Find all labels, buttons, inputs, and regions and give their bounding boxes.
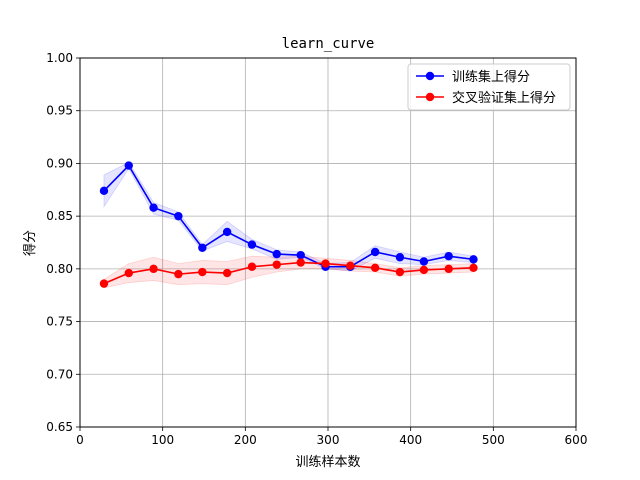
- y-tick-label: 0.75: [46, 315, 73, 329]
- chart-title: learn_curve: [282, 36, 375, 52]
- x-tick-label: 500: [482, 433, 505, 447]
- x-tick-label: 100: [151, 433, 174, 447]
- y-tick-label: 0.65: [46, 420, 73, 434]
- point-series-0: [149, 203, 158, 212]
- point-series-0: [124, 161, 133, 170]
- line-series-0: [103, 164, 474, 268]
- x-tick-label: 400: [399, 433, 422, 447]
- point-series-0: [395, 253, 405, 262]
- point-series-1: [198, 267, 207, 277]
- point-series-0: [296, 250, 305, 260]
- y-tick-label: 0.70: [46, 367, 73, 381]
- y-tick-label: 0.95: [46, 104, 73, 118]
- point-series-1: [222, 268, 232, 278]
- point-series-1: [346, 261, 355, 270]
- point-series-1: [419, 265, 429, 275]
- point-series-0: [198, 243, 207, 252]
- series-lines: [103, 164, 474, 285]
- y-tick-label: 1.00: [46, 51, 73, 65]
- point-series-0: [444, 252, 453, 261]
- x-axis-label: 训练样本数: [295, 455, 360, 470]
- point-series-1: [174, 269, 183, 279]
- legend-label-1: 交叉验证集上得分: [452, 90, 556, 106]
- point-series-0: [99, 186, 109, 196]
- axis-ticks: 0 100 200 300 400 500 600 0.65 0.70 0.75 0.80 0.85 0…: [46, 51, 587, 447]
- point-series-1: [247, 262, 257, 271]
- y-axis-label: 得分: [22, 230, 38, 256]
- point-series-1: [99, 279, 109, 288]
- band-series-1: [103, 255, 474, 289]
- point-series-1: [469, 263, 478, 273]
- x-tick-label: 200: [234, 433, 257, 447]
- point-series-0: [222, 227, 232, 237]
- point-series-0: [247, 240, 257, 249]
- point-series-1: [395, 267, 405, 277]
- point-series-1: [124, 268, 133, 278]
- y-tick-label: 0.85: [46, 209, 73, 223]
- point-series-0: [272, 249, 281, 259]
- point-series-1: [444, 264, 453, 274]
- y-tick-label: 0.80: [46, 262, 73, 276]
- x-tick-label: 0: [76, 433, 84, 447]
- y-tick-label: 0.90: [46, 156, 73, 170]
- series-points: [99, 161, 478, 288]
- point-series-0: [174, 211, 183, 221]
- x-tick-label: 300: [317, 433, 340, 447]
- point-series-1: [370, 263, 380, 273]
- point-series-0: [370, 247, 380, 257]
- legend-marker-1: [425, 92, 435, 102]
- point-series-0: [419, 257, 429, 266]
- point-series-1: [272, 260, 281, 269]
- point-series-1: [296, 258, 305, 267]
- legend-label-0: 训练集上得分: [452, 69, 530, 85]
- legend-box: [407, 63, 571, 111]
- legend-marker-0: [425, 71, 435, 81]
- point-series-1: [149, 264, 158, 274]
- line-series-1: [103, 261, 474, 285]
- point-series-0: [469, 255, 478, 264]
- x-tick-label: 600: [565, 433, 588, 447]
- point-series-1: [321, 259, 330, 268]
